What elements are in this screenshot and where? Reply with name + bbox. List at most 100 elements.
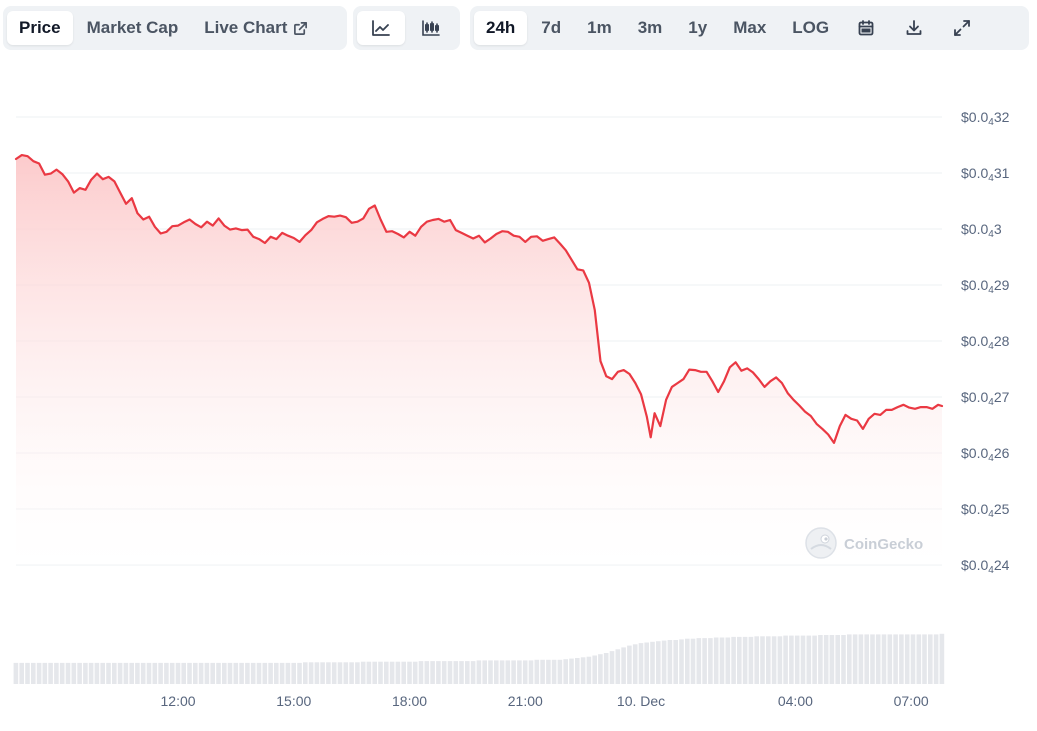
volume-bar: [650, 641, 655, 684]
volume-bar: [152, 662, 158, 684]
volume-bar: [875, 634, 881, 684]
x-tick-label: 10. Dec: [617, 693, 665, 709]
volume-bar: [123, 662, 129, 684]
candlestick-chart-icon: [421, 19, 441, 37]
expand-button[interactable]: [939, 11, 985, 45]
volume-bar: [656, 641, 661, 684]
calendar-icon: [857, 19, 875, 37]
volume-bar: [117, 662, 123, 684]
volume-bar: [303, 662, 308, 684]
y-tick-label: $0.0427: [961, 389, 1010, 408]
line-chart-button[interactable]: [357, 11, 405, 45]
volume-bar: [928, 634, 933, 684]
volume-bar: [598, 654, 603, 684]
volume-bar: [42, 662, 48, 684]
volume-bar: [771, 636, 777, 684]
volume-bar: [632, 644, 638, 684]
volume-bar: [129, 662, 134, 684]
volume-bar: [673, 640, 678, 684]
download-icon: [905, 19, 923, 37]
volume-bar: [25, 662, 30, 684]
volume-bar: [522, 660, 528, 684]
x-tick-label: 04:00: [778, 693, 813, 709]
y-tick-label: $0.0431: [961, 165, 1010, 184]
price-line: [14, 154, 944, 444]
volume-bar: [447, 661, 453, 684]
volume-bar: [627, 645, 632, 684]
volume-bar: [59, 662, 65, 684]
download-button[interactable]: [891, 11, 937, 45]
range-3m-button[interactable]: 3m: [626, 11, 675, 45]
volume-bar: [193, 662, 198, 684]
volume-bar: [517, 660, 522, 684]
volume-bars: [13, 633, 945, 684]
volume-bar: [499, 660, 505, 684]
volume-bar: [360, 661, 366, 684]
range-24h-button[interactable]: 24h: [474, 11, 528, 45]
range-max-button[interactable]: Max: [721, 11, 778, 45]
volume-bar: [453, 661, 459, 684]
volume-bar: [551, 659, 557, 684]
volume-bar: [696, 638, 702, 684]
volume-bar: [198, 662, 204, 684]
volume-bar: [794, 635, 800, 684]
volume-bar: [904, 634, 910, 684]
volume-bar: [19, 662, 24, 684]
volume-bar: [187, 662, 192, 684]
volume-bar: [418, 661, 424, 684]
y-tick-label: $0.043: [961, 221, 1002, 240]
volume-bar: [679, 639, 684, 684]
range-max-label: Max: [733, 18, 767, 37]
y-axis-ticks: $0.0432 $0.0431 $0.043 $0.0429 $0.0428 $0.042…: [961, 109, 1010, 576]
volume-bar: [580, 657, 586, 684]
x-tick-label: 15:00: [276, 693, 311, 709]
volume-bar: [881, 634, 887, 684]
volume-bar: [389, 661, 395, 684]
volume-bar: [181, 662, 186, 684]
volume-bar: [806, 635, 812, 684]
tab-live-chart[interactable]: Live Chart: [192, 11, 320, 45]
range-1y-button[interactable]: 1y: [676, 11, 719, 45]
volume-bar: [638, 643, 644, 684]
y-tick-label: $0.0426: [961, 445, 1010, 464]
candlestick-chart-button[interactable]: [407, 11, 455, 45]
volume-bar: [737, 636, 742, 684]
volume-bar: [349, 662, 354, 684]
log-scale-button[interactable]: LOG: [780, 11, 841, 45]
volume-bar: [106, 662, 111, 684]
chart-type-group: [353, 6, 460, 50]
volume-bar: [77, 662, 82, 684]
volume-bar: [754, 636, 759, 684]
volume-bar: [441, 661, 447, 684]
volume-bar: [476, 660, 482, 684]
volume-bar: [291, 662, 296, 684]
volume-bar: [800, 635, 806, 684]
range-1m-button[interactable]: 1m: [575, 11, 624, 45]
volume-bar: [569, 658, 574, 684]
volume-bar: [592, 655, 597, 684]
volume-bar: [274, 662, 279, 684]
volume-bar: [412, 661, 418, 684]
volume-bar: [262, 662, 268, 684]
volume-bar: [766, 636, 771, 684]
range-7d-button[interactable]: 7d: [529, 11, 573, 45]
calendar-button[interactable]: [843, 11, 889, 45]
volume-bar: [31, 662, 36, 684]
volume-bar: [210, 662, 215, 684]
volume-bar: [702, 638, 707, 684]
volume-bar: [279, 662, 285, 684]
tab-price-label: Price: [19, 18, 61, 37]
y-tick-label: $0.0432: [961, 109, 1010, 128]
tab-market-cap[interactable]: Market Cap: [75, 11, 191, 45]
coingecko-watermark: CoinGecko: [805, 527, 923, 559]
tab-price[interactable]: Price: [7, 11, 73, 45]
volume-bar: [378, 661, 383, 684]
volume-bar: [430, 661, 435, 684]
volume-bar: [169, 662, 175, 684]
volume-bar: [245, 662, 250, 684]
chart-area: $0.0432 $0.0431 $0.043 $0.0429 $0.0428 $0.042…: [0, 60, 1037, 731]
volume-bar: [343, 662, 349, 684]
volume-bar: [621, 647, 626, 684]
volume-bar: [713, 637, 719, 684]
volume-bar: [899, 634, 904, 684]
